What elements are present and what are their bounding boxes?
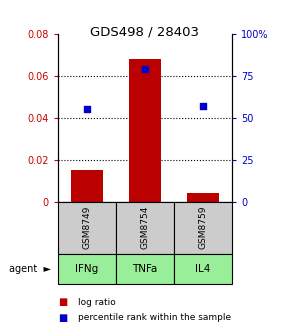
Text: IL4: IL4 [195, 264, 211, 274]
Text: TNFa: TNFa [132, 264, 158, 274]
Text: log ratio: log ratio [78, 298, 116, 307]
Text: agent  ►: agent ► [9, 264, 51, 274]
Text: GSM8749: GSM8749 [82, 206, 92, 249]
Bar [71, 170, 103, 202]
Bar [129, 59, 161, 202]
Text: IFNg: IFNg [75, 264, 99, 274]
Point [143, 66, 147, 72]
Text: percentile rank within the sample: percentile rank within the sample [78, 313, 231, 322]
Text: GSM8759: GSM8759 [198, 206, 208, 249]
Point [201, 103, 205, 109]
Point [85, 107, 89, 112]
Text: ■: ■ [58, 312, 67, 323]
Bar [187, 193, 219, 202]
Text: GDS498 / 28403: GDS498 / 28403 [90, 25, 200, 38]
Text: ■: ■ [58, 297, 67, 307]
Text: GSM8754: GSM8754 [140, 206, 150, 249]
